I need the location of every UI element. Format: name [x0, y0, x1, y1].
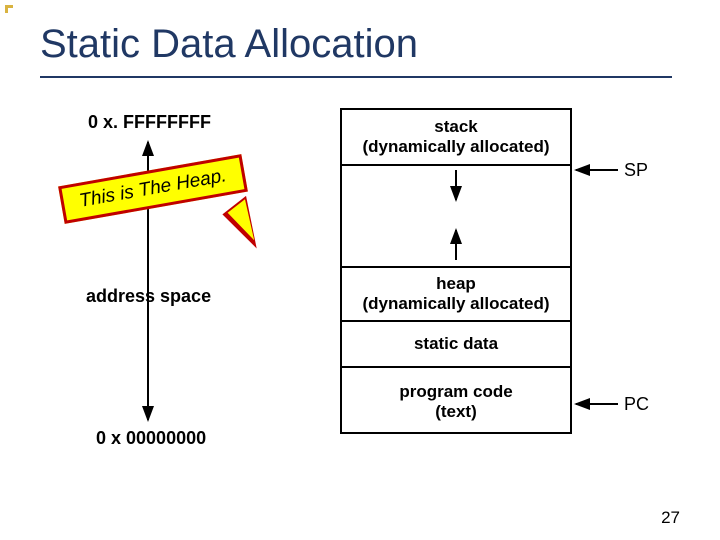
heap-callout: This is The Heap. [58, 154, 248, 224]
memory-segment-label: heap(dynamically allocated) [362, 274, 549, 315]
decorative-corner [5, 5, 13, 13]
pc-label: PC [624, 394, 649, 415]
sp-label: SP [624, 160, 648, 181]
title-rule [40, 76, 672, 78]
memory-segment-label: program code(text) [399, 382, 512, 423]
page-title: Static Data Allocation [40, 22, 418, 67]
address-space-label: address space [86, 286, 211, 307]
memory-segment: stack(dynamically allocated) [342, 110, 570, 166]
heap-callout-text: This is The Heap. [78, 165, 228, 213]
memory-segment: program code(text) [342, 368, 570, 436]
memory-segment: static data [342, 322, 570, 368]
address-low: 0 x 00000000 [96, 428, 206, 449]
memory-diagram: stack(dynamically allocated) heap(dynamic… [340, 108, 572, 434]
memory-segment: heap(dynamically allocated) [342, 268, 570, 322]
memory-segment-label: static data [414, 334, 498, 354]
address-high: 0 x. FFFFFFFF [88, 112, 211, 133]
memory-segment [342, 166, 570, 268]
slide-number: 27 [661, 508, 680, 528]
slide: Static Data Allocation 0 x. FFFFFFFF add… [0, 0, 720, 540]
memory-segment-label: stack(dynamically allocated) [362, 117, 549, 158]
